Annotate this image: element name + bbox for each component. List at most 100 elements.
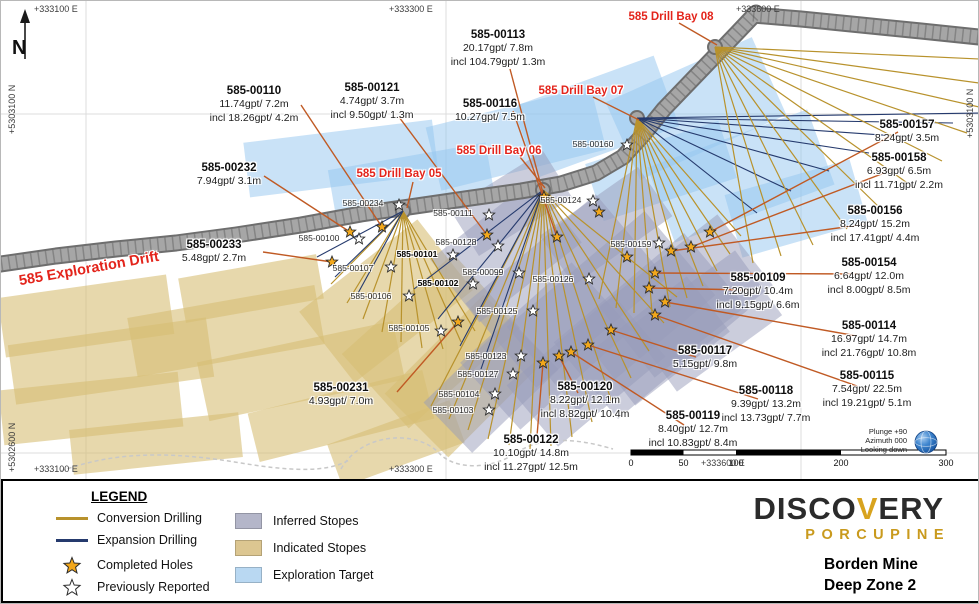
stope-target	[647, 109, 835, 243]
conversion-drill-trace	[346, 210, 404, 304]
conversion-drill-trace	[714, 46, 782, 257]
star-previously-reported	[392, 197, 406, 211]
project-line1: Borden Mine	[824, 556, 918, 573]
conversion-drill-trace	[529, 189, 544, 450]
callout-leader-line	[300, 104, 383, 228]
expansion-drill-trace	[356, 210, 404, 296]
conversion-drill-trace	[542, 189, 613, 404]
conversion-drill-trace	[381, 210, 404, 333]
conversion-drill-trace	[542, 189, 593, 423]
star-previously-reported	[488, 386, 502, 400]
conversion-drill-trace	[400, 210, 404, 343]
scale-bar-label: 50	[678, 458, 688, 468]
star-previously-reported	[402, 288, 416, 302]
star-previously-reported	[582, 271, 596, 285]
legend-item: Conversion Drilling	[55, 511, 202, 525]
scale-bar-segment	[736, 450, 841, 455]
expansion-drill-trace	[437, 189, 544, 320]
conversion-drill-trace	[402, 210, 423, 349]
callout-leader-line	[664, 301, 858, 337]
expansion-drill-trace	[334, 210, 404, 278]
scale-bar-label: 200	[833, 458, 848, 468]
conversion-drill-trace	[402, 210, 462, 343]
star-completed-hole	[550, 229, 564, 243]
stope-indicated	[178, 254, 324, 323]
star-previously-reported	[652, 235, 666, 249]
star-completed-hole	[537, 189, 551, 203]
star-previously-reported	[506, 366, 520, 380]
expansion-drill-trace	[636, 117, 870, 154]
legend-item-label: Conversion Drilling	[97, 511, 202, 525]
callout-leader-line	[396, 321, 459, 393]
star-completed-hole	[664, 243, 678, 257]
conversion-drill-trace	[636, 117, 704, 287]
conversion-drill-trace	[714, 46, 978, 108]
project-title-block: Borden Mine Deep Zone 2	[824, 555, 936, 597]
legend-item-label: Exploration Target	[273, 568, 374, 582]
map-area: 0 50 100 200 300 Plunge +90 Azimuth 000 Looking…	[1, 1, 978, 479]
star-completed-hole	[642, 280, 656, 294]
conversion-drill-trace	[542, 189, 678, 298]
expansion-drill-trace	[316, 210, 404, 258]
conversion-drill-trace	[615, 117, 638, 309]
star-completed-hole	[325, 254, 339, 268]
stope-target	[512, 55, 680, 178]
star-completed-hole	[648, 265, 662, 279]
conversion-drill-trace	[714, 46, 978, 84]
star-completed-hole	[480, 227, 494, 241]
stope-indicated	[69, 412, 243, 475]
conversion-drill-trace	[636, 117, 688, 299]
previously-reported-star-icon	[55, 577, 89, 597]
conversion-drill-trace	[714, 46, 848, 230]
conversion-drill-trace	[402, 210, 444, 350]
conversion-drill-trace	[448, 189, 544, 420]
legend-item-label: Indicated Stopes	[273, 541, 367, 555]
conversion-drill-trace	[598, 117, 638, 300]
star-completed-hole	[552, 348, 566, 362]
callout-leader-line	[654, 272, 862, 275]
callout-leader-line	[678, 22, 718, 46]
expansion-drill-trace	[413, 189, 544, 290]
stope-indicated	[327, 400, 465, 479]
legend-title: LEGEND	[91, 489, 148, 504]
star-previously-reported	[446, 247, 460, 261]
exploration-drift-texture	[1, 8, 761, 271]
star-completed-hole	[564, 344, 578, 358]
callout-leader-line	[509, 68, 545, 198]
expansion-drill-trace	[636, 117, 792, 192]
star-completed-hole	[592, 204, 606, 218]
expansion-drilling-line-swatch	[55, 538, 89, 542]
conversion-drill-trace	[714, 46, 943, 162]
conversion-drill-trace	[402, 210, 476, 332]
scale-bar-label: 100	[728, 458, 743, 468]
conversion-drill-trace	[636, 117, 742, 237]
stope-inferred	[449, 151, 573, 256]
conversion-drill-trace	[542, 189, 573, 438]
callout-leader-line	[406, 181, 414, 209]
conversion-drill-trace	[636, 117, 653, 314]
completed-hole-star-icon	[55, 555, 89, 575]
callout-leader-line	[610, 329, 697, 358]
star-completed-hole	[604, 322, 618, 336]
star-completed-hole	[620, 249, 634, 263]
expansion-drill-trace	[636, 112, 978, 119]
conversion-drill-trace	[714, 46, 968, 134]
star-completed-hole	[581, 337, 595, 351]
brand-wordmark-post: ERY	[878, 491, 944, 526]
project-line2: Deep Zone 2	[824, 576, 917, 594]
exploration-drift	[746, 8, 978, 44]
conversion-drill-trace	[636, 117, 671, 308]
star-previously-reported	[352, 231, 366, 245]
expansion-drill-trace	[636, 117, 830, 172]
star-completed-hole	[451, 314, 465, 328]
callout-leader-line	[398, 116, 488, 236]
callout-leader-line	[690, 169, 893, 248]
star-completed-hole	[648, 307, 662, 321]
exploration-target-swatch	[231, 567, 265, 583]
brand-wordmark-pre: DISCO	[753, 491, 857, 526]
conversion-drill-trace	[714, 46, 978, 60]
star-previously-reported	[526, 303, 540, 317]
development-outline	[340, 437, 614, 470]
exploration-drift-texture	[752, 8, 978, 44]
star-previously-reported	[434, 323, 448, 337]
